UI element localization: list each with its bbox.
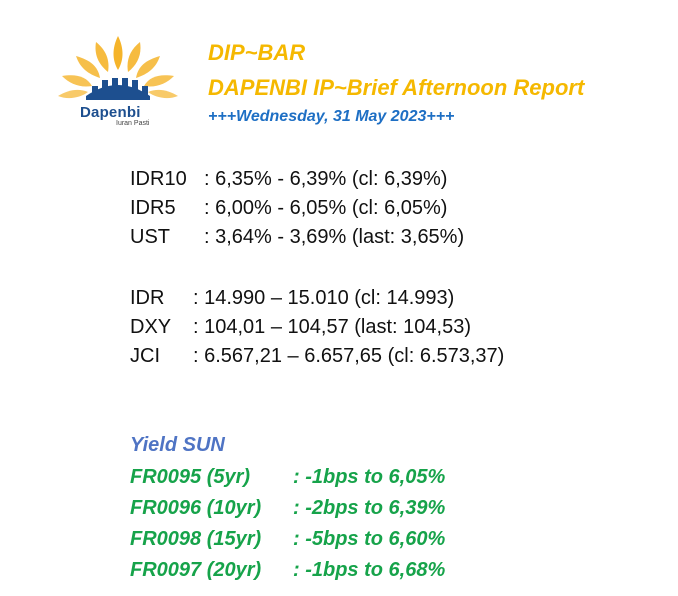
yield-value: : -5bps to 6,60%: [293, 528, 446, 550]
yield-value: : -2bps to 6,39%: [293, 497, 446, 519]
building-bars-icon: [86, 78, 150, 100]
rate-row: IDR10 : 6,35% - 6,39% (cl: 6,39%): [130, 165, 464, 194]
rate-value: : 3,64% - 3,69% (last: 3,65%): [204, 226, 465, 248]
report-date: +++Wednesday, 31 May 2023+++: [208, 108, 455, 125]
logo-wordmark: Dapenbi: [80, 104, 141, 121]
report-title: DIP~BAR: [208, 40, 306, 65]
yield-series: FR0097 (20yr): [130, 559, 262, 581]
rate-code: IDR5: [130, 197, 176, 219]
fx-index-block: IDR : 14.990 – 15.010 (cl: 14.993) DXY :…: [130, 284, 504, 371]
yield-row: FR0095 (5yr) : -1bps to 6,05%: [130, 462, 445, 493]
rate-code: UST: [130, 226, 170, 248]
dapenbi-logo: [58, 36, 178, 100]
rate-row: IDR5 : 6,00% - 6,05% (cl: 6,05%): [130, 194, 464, 223]
yield-list: FR0095 (5yr) : -1bps to 6,05% FR0096 (10…: [130, 462, 445, 586]
rate-value: : 6,00% - 6,05% (cl: 6,05%): [204, 197, 448, 219]
market-row: JCI : 6.567,21 – 6.657,65 (cl: 6.573,37): [130, 342, 504, 371]
yield-series: FR0098 (15yr): [130, 528, 262, 550]
sunflower-petals-icon: [58, 36, 178, 99]
report-subtitle: DAPENBI IP~Brief Afternoon Report: [208, 75, 585, 100]
market-row: IDR : 14.990 – 15.010 (cl: 14.993): [130, 284, 504, 313]
market-value: : 6.567,21 – 6.657,65 (cl: 6.573,37): [193, 345, 505, 367]
yield-row: FR0097 (20yr) : -1bps to 6,68%: [130, 555, 445, 586]
yield-heading: Yield SUN: [130, 434, 225, 456]
market-value: : 104,01 – 104,57 (last: 104,53): [193, 316, 471, 338]
yield-value: : -1bps to 6,05%: [293, 466, 446, 488]
yield-row: FR0098 (15yr) : -5bps to 6,60%: [130, 524, 445, 555]
yield-value: : -1bps to 6,68%: [293, 559, 446, 581]
yield-series: FR0095 (5yr): [130, 466, 251, 488]
market-code: JCI: [130, 345, 160, 367]
market-value: : 14.990 – 15.010 (cl: 14.993): [193, 287, 455, 309]
yield-row: FR0096 (10yr) : -2bps to 6,39%: [130, 493, 445, 524]
market-row: DXY : 104,01 – 104,57 (last: 104,53): [130, 313, 504, 342]
market-code: IDR: [130, 287, 165, 309]
rate-value: : 6,35% - 6,39% (cl: 6,39%): [204, 168, 448, 190]
yield-series: FR0096 (10yr): [130, 497, 262, 519]
rate-code: IDR10: [130, 168, 187, 190]
market-code: DXY: [130, 316, 172, 338]
rate-row: UST : 3,64% - 3,69% (last: 3,65%): [130, 223, 464, 252]
rates-block: IDR10 : 6,35% - 6,39% (cl: 6,39%) IDR5 :…: [130, 165, 464, 252]
logo-tagline: Iuran Pasti: [116, 120, 150, 127]
